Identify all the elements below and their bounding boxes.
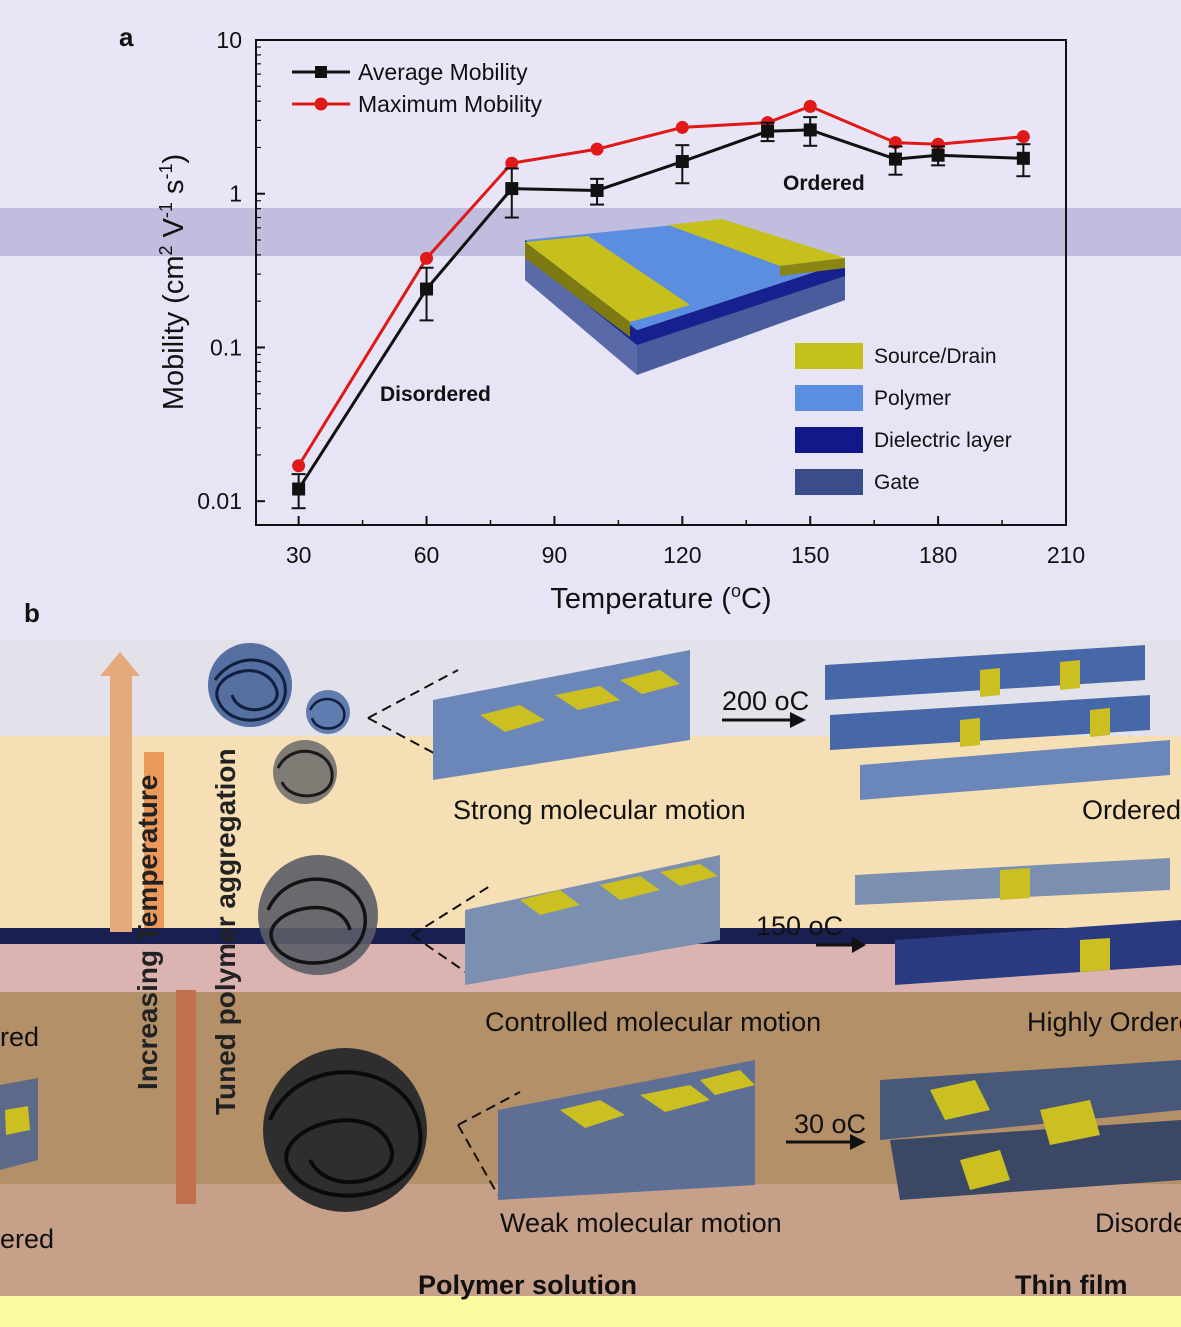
device-inset — [525, 219, 845, 375]
annotation-ordered: Ordered — [783, 172, 865, 195]
temperature-arrow-shaft — [110, 672, 132, 932]
polymer-coil-medium-150 — [273, 740, 337, 804]
data-point-maximum — [590, 142, 604, 156]
film-stack-left-fragment — [0, 1078, 38, 1170]
scheme-band-bottom — [0, 1296, 1181, 1327]
source-electrode — [525, 236, 690, 322]
inset-legend-label: Source/Drain — [874, 345, 997, 368]
y-tick-label: 0.01 — [197, 488, 242, 514]
series-line-average — [297, 128, 1024, 490]
series-group — [291, 99, 1031, 510]
tick-labels: 30 60 90 120 150 180 210 0.01 0.1 1 10 — [197, 27, 1085, 568]
series-line-maximum — [297, 104, 1024, 467]
legend: Average Mobility Maximum Mobility — [292, 59, 543, 117]
drain-electrode-side — [780, 258, 845, 276]
film-stack-highly-ordered — [855, 858, 1181, 985]
data-point-average — [420, 282, 434, 296]
dielectric-side-front — [637, 262, 845, 345]
plot-frame — [255, 39, 1067, 526]
data-point-average — [888, 152, 902, 166]
data-point-average — [590, 183, 604, 197]
inset-legend-label: Polymer — [874, 387, 951, 410]
polymer-coil-small-200 — [306, 690, 350, 734]
film-stack-ordered — [825, 645, 1170, 800]
left-fragment-ered: ered — [0, 1224, 55, 1254]
x-tick-label: 120 — [663, 542, 701, 568]
data-point-average — [931, 148, 945, 162]
footer-polymer-solution: Polymer solution — [418, 1270, 638, 1300]
temperature-label-150: 150 oC — [756, 911, 844, 941]
slab-stack-30 — [498, 1060, 755, 1200]
data-point-maximum — [292, 459, 306, 473]
legend-label-average: Average Mobility — [358, 59, 528, 85]
panel-a-letter: a — [119, 22, 134, 52]
temperature-arrow-head — [100, 652, 140, 676]
y-tick-label: 1 — [229, 181, 242, 207]
data-point-average — [1016, 151, 1030, 165]
state-label-highly-ordered: Highly Ordered — [1027, 1007, 1181, 1037]
polymer-coil-large-30 — [263, 1048, 427, 1212]
data-point-maximum — [803, 99, 817, 113]
legend-label-maximum: Maximum Mobility — [358, 91, 543, 117]
annotation-disordered: Disordered — [380, 383, 491, 406]
state-label-ordered: Ordered — [1082, 795, 1181, 825]
inset-legend-swatch — [795, 427, 863, 453]
inset-legend-swatch — [795, 385, 863, 411]
panel-b-letter: b — [24, 598, 40, 628]
data-point-maximum — [505, 156, 519, 170]
x-tick-label: 60 — [414, 542, 440, 568]
scheme-graphics — [0, 643, 1181, 1212]
state-label-highly-ordered-wrap: Highly Ordered — [1027, 1007, 1181, 1038]
footer-thin-film: Thin film — [1015, 1270, 1128, 1300]
data-point-maximum — [1016, 130, 1030, 144]
callout-lines — [367, 669, 521, 1196]
temperature-label-30: 30 oC — [794, 1109, 867, 1139]
slab-stack-200 — [433, 650, 690, 780]
polymer-coil-large-150 — [258, 855, 378, 975]
polymer-coil-large-200 — [208, 643, 292, 727]
aggregation-bar-bottom — [176, 990, 196, 1204]
temperature-label-200: 200 oC — [722, 686, 810, 716]
scheme-band-disordered — [0, 1184, 1181, 1296]
x-tick-label: 90 — [542, 542, 568, 568]
x-tick-label: 30 — [286, 542, 312, 568]
slab-stack-150 — [465, 855, 720, 985]
state-label-disordered-wrap: Disordered — [1095, 1208, 1181, 1239]
data-point-average — [675, 155, 689, 169]
film-stack-disordered — [880, 1060, 1181, 1200]
data-point-average — [505, 182, 519, 196]
motion-label-strong: Strong molecular motion — [453, 795, 746, 825]
x-tick-label: 150 — [791, 542, 829, 568]
legend-marker-average — [315, 66, 327, 78]
data-point-maximum — [420, 251, 434, 265]
legend-marker-maximum — [314, 97, 328, 111]
x-tick-label: 180 — [919, 542, 957, 568]
state-label-disordered: Disordered — [1095, 1208, 1181, 1238]
y-tick-label: 0.1 — [210, 334, 242, 360]
inset-legend-swatch — [795, 343, 863, 369]
state-label-ordered-wrap: Ordered — [1082, 795, 1181, 826]
x-tick-label: 210 — [1047, 542, 1085, 568]
inset-legend-swatch — [795, 469, 863, 495]
motion-label-controlled: Controlled molecular motion — [485, 1007, 822, 1037]
drain-electrode — [668, 219, 845, 266]
transition-arrows — [722, 712, 866, 1150]
inset-legend: Source/Drain Polymer Dielectric layer Gate — [795, 343, 1012, 495]
motion-label-weak: Weak molecular motion — [500, 1208, 782, 1238]
source-electrode-side — [525, 242, 630, 337]
left-fragment-red: red — [0, 1022, 40, 1052]
axis-ticks — [256, 39, 1067, 525]
y-axis-title: Mobility (cm2 V-1 s-1) — [156, 154, 190, 410]
aggregation-bar-top — [144, 752, 164, 928]
data-point-average — [292, 482, 306, 496]
gate-side-front — [637, 270, 845, 375]
inset-legend-label: Gate — [874, 471, 920, 494]
data-point-average — [803, 123, 817, 137]
data-point-average — [761, 124, 775, 138]
data-point-maximum — [675, 120, 689, 134]
y-tick-label: 10 — [216, 27, 242, 53]
inset-legend-label: Dielectric layer — [874, 429, 1012, 452]
